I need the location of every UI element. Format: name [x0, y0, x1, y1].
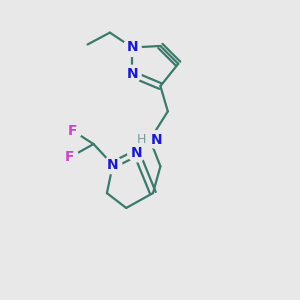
- Text: N: N: [126, 67, 138, 81]
- Text: N: N: [131, 146, 142, 160]
- Circle shape: [123, 65, 141, 83]
- Text: F: F: [68, 124, 77, 138]
- Text: N: N: [107, 158, 119, 172]
- Text: N: N: [126, 40, 138, 55]
- Circle shape: [64, 122, 82, 140]
- Circle shape: [128, 144, 146, 162]
- Circle shape: [61, 148, 79, 166]
- Circle shape: [123, 38, 141, 56]
- Text: F: F: [65, 150, 74, 164]
- Text: H: H: [136, 133, 146, 146]
- Circle shape: [104, 156, 122, 174]
- Circle shape: [148, 131, 166, 148]
- Text: N: N: [151, 133, 162, 147]
